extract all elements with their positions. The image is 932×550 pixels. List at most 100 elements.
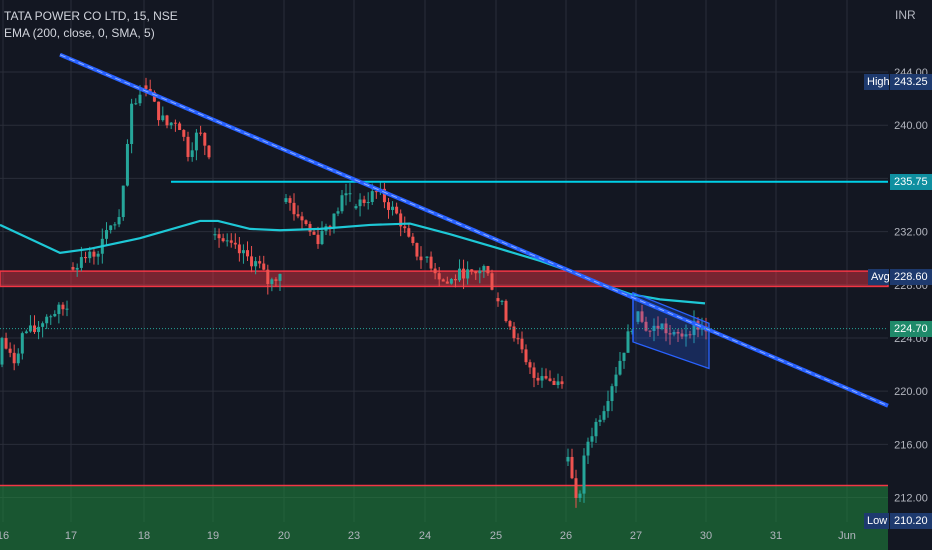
- candle-body: [648, 330, 652, 332]
- candle-body: [161, 115, 165, 121]
- candle-body: [186, 136, 190, 157]
- low-label-tag: Low: [864, 513, 889, 530]
- candle-body: [552, 380, 556, 386]
- candle-body: [207, 145, 211, 158]
- chart-legend[interactable]: TATA POWER CO LTD, 15, NSE EMA (200, clo…: [4, 8, 178, 42]
- candle-body: [288, 198, 292, 203]
- candle-body: [532, 367, 536, 378]
- candle-body: [332, 213, 336, 228]
- candle-body: [441, 279, 445, 282]
- candle-body: [486, 266, 490, 274]
- candle-body: [419, 256, 423, 261]
- drawing-overlays: [0, 52, 889, 408]
- candle-body: [157, 101, 161, 121]
- candle-body: [544, 376, 548, 379]
- candle-body: [622, 352, 626, 361]
- candle-body: [395, 206, 399, 214]
- candle-body: [548, 378, 552, 381]
- candle-body: [500, 300, 504, 302]
- time-tick-label: 19: [207, 530, 219, 542]
- price-tick-label: 216.00: [894, 439, 928, 451]
- candle-body: [262, 263, 266, 270]
- time-tick-label: 31: [770, 530, 782, 542]
- time-tick-label: 20: [278, 530, 290, 542]
- candle-body: [37, 326, 41, 333]
- candle-body: [113, 224, 117, 226]
- candle-body: [284, 198, 288, 203]
- candle-body: [148, 88, 152, 93]
- candle-body: [8, 348, 12, 353]
- candle-body: [121, 185, 125, 218]
- candle-body: [520, 338, 524, 350]
- candle-body: [566, 456, 570, 462]
- candle-body: [660, 323, 664, 329]
- trendline: [59, 52, 889, 408]
- candle-body: [425, 256, 429, 258]
- candle-body: [71, 267, 75, 270]
- high-value-tag: 243.25: [890, 73, 932, 90]
- candle-body: [504, 300, 508, 322]
- time-tick-label: Jun: [838, 530, 856, 542]
- candle-body: [415, 243, 419, 257]
- candlestick-series: [0, 77, 708, 508]
- symbol-title[interactable]: TATA POWER CO LTD, 15, NSE: [4, 9, 178, 23]
- price-axis[interactable]: 212.00216.00220.00224.00228.00232.00236.…: [894, 67, 928, 505]
- candle-body: [474, 271, 478, 274]
- candle-body: [190, 150, 194, 157]
- candle-body: [320, 230, 324, 245]
- time-axis[interactable]: 16 17 18 19 20 23 24 25 26 27 30 31 Jun: [0, 530, 856, 542]
- candle-body: [598, 419, 602, 422]
- price-tick-label: 212.00: [894, 493, 928, 505]
- candle-body: [49, 316, 53, 318]
- candle-body: [458, 268, 461, 281]
- candle-body: [16, 353, 20, 364]
- candle-body: [75, 267, 79, 270]
- candle-body: [178, 123, 182, 131]
- candle-body: [328, 226, 332, 228]
- candle-body: [437, 273, 441, 280]
- candle-body: [403, 226, 407, 229]
- candle-body: [636, 311, 640, 322]
- candle-body: [676, 332, 680, 334]
- candle-body: [644, 321, 648, 331]
- candle-body: [194, 132, 198, 151]
- indicator-label[interactable]: EMA (200, close, 0, SMA, 5): [4, 26, 155, 40]
- candle-body: [24, 331, 28, 334]
- candle-body: [411, 236, 415, 244]
- candle-body: [490, 273, 494, 290]
- candle-body: [374, 191, 378, 193]
- candle-body: [130, 103, 134, 144]
- candle-body: [594, 421, 598, 437]
- candle-body: [348, 193, 352, 195]
- candle-body: [57, 304, 61, 314]
- candle-body: [79, 257, 83, 268]
- candle-body: [399, 213, 403, 227]
- candle-body: [672, 332, 676, 335]
- candle-body: [407, 228, 411, 237]
- candle-body: [312, 231, 316, 235]
- time-tick-label: 23: [348, 530, 360, 542]
- candle-body: [233, 242, 237, 245]
- candle-body: [354, 206, 358, 209]
- candle-body: [470, 269, 474, 272]
- candle-body: [516, 338, 520, 340]
- candle-body: [61, 304, 65, 310]
- candle-body: [692, 320, 696, 336]
- candle-body: [536, 377, 540, 381]
- resistance-zone: [0, 270, 889, 288]
- candle-body: [254, 261, 258, 267]
- time-tick-label: 26: [560, 530, 572, 542]
- level-price-tag: 235.75: [890, 173, 932, 190]
- avg-value-tag: 228.60: [890, 268, 932, 285]
- candle-body: [165, 115, 169, 126]
- candle-body: [574, 478, 578, 498]
- time-tick-label: 24: [419, 530, 431, 542]
- candle-body: [433, 268, 437, 274]
- candle-body: [213, 234, 217, 236]
- candle-body: [656, 325, 660, 329]
- candle-body: [688, 334, 692, 336]
- candle-body: [344, 193, 348, 196]
- candle-body: [199, 132, 203, 134]
- candle-body: [387, 202, 390, 210]
